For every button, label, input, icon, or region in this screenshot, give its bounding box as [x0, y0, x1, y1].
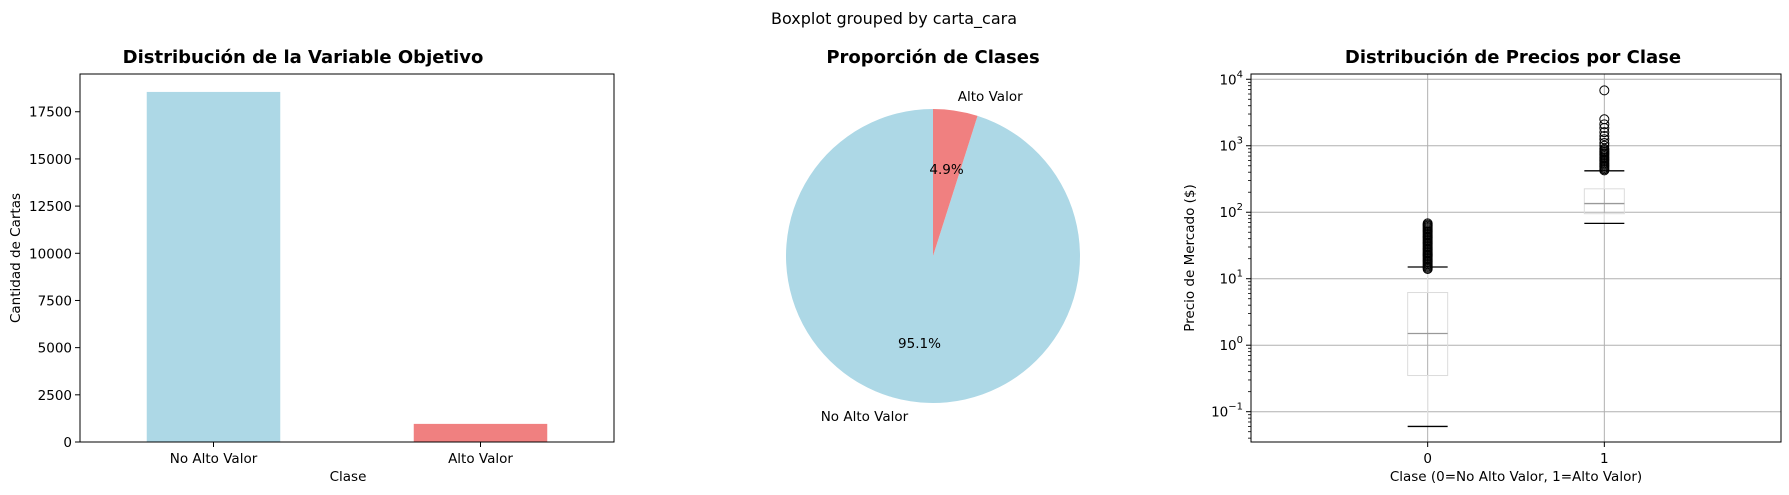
y-tick-label: 10−1 — [1211, 402, 1243, 421]
y-tick-label: 17500 — [29, 105, 72, 121]
y-tick-label: 5000 — [38, 341, 72, 357]
outlier-marker — [1422, 263, 1433, 274]
bar-chart-panel: Distribución de la Variable Objetivo No … — [8, 47, 615, 485]
outlier-marker — [1599, 127, 1610, 138]
bar-2 — [413, 423, 548, 442]
y-tick-label: 100 — [1219, 335, 1243, 354]
bar-chart-xlabel: Clase — [330, 469, 367, 485]
y-tick-label: 10000 — [29, 246, 72, 262]
y-tick-label: 12500 — [29, 199, 72, 215]
boxplot-ylabel: Precio de Mercado ($) — [1182, 184, 1198, 332]
y-tick-label: 7500 — [38, 293, 72, 309]
outlier-marker — [1599, 85, 1610, 96]
x-tick-label: 0 — [1423, 451, 1432, 467]
pie-chart-panel: Proporción de Clases No Alto Valor 95.1% A… — [785, 47, 1080, 425]
figure-suptitle: Boxplot grouped by carta_cara — [771, 9, 1017, 29]
outlier-marker — [1599, 119, 1610, 130]
y-tick-label: 15000 — [29, 152, 72, 168]
bar-chart-frame — [79, 73, 615, 443]
pie-slice-2 — [933, 109, 978, 256]
x-tick-label: Alto Valor — [448, 451, 513, 467]
boxplot-title: Distribución de Precios por Clase — [1345, 47, 1681, 68]
pie-label: Alto Valor — [958, 89, 1023, 105]
pie-slice-1 — [785, 109, 1080, 403]
y-tick-label: 103 — [1219, 136, 1243, 155]
pie-chart-title: Proporción de Clases — [826, 47, 1039, 68]
boxplot-xlabel: Clase (0=No Alto Valor, 1=Alto Valor) — [1390, 469, 1642, 485]
boxplot-panel: Distribución de Precios por Clase 10−110… — [1182, 47, 1782, 485]
outlier-marker — [1599, 140, 1610, 151]
outlier-marker — [1599, 134, 1610, 145]
y-tick-label: 102 — [1219, 202, 1243, 221]
x-tick-label: No Alto Valor — [170, 451, 258, 467]
outlier-marker — [1599, 165, 1610, 176]
outlier-marker — [1599, 131, 1610, 142]
outlier-marker — [1599, 137, 1610, 148]
y-tick-label: 0 — [63, 435, 72, 451]
pie-percent-label: 95.1% — [898, 336, 941, 352]
bar-1 — [146, 91, 281, 442]
x-tick-label: 1 — [1600, 451, 1609, 467]
bar-chart-ylabel: Cantidad de Cartas — [8, 193, 24, 323]
outlier-marker — [1599, 114, 1610, 125]
pie-label: No Alto Valor — [821, 409, 909, 425]
pie-percent-label: 4.9% — [929, 162, 963, 178]
boxplot-frame — [1250, 73, 1782, 443]
bar-chart-title: Distribución de la Variable Objetivo — [123, 47, 484, 68]
y-tick-label: 104 — [1219, 69, 1243, 88]
y-tick-label: 2500 — [38, 388, 72, 404]
y-tick-label: 101 — [1219, 269, 1243, 288]
